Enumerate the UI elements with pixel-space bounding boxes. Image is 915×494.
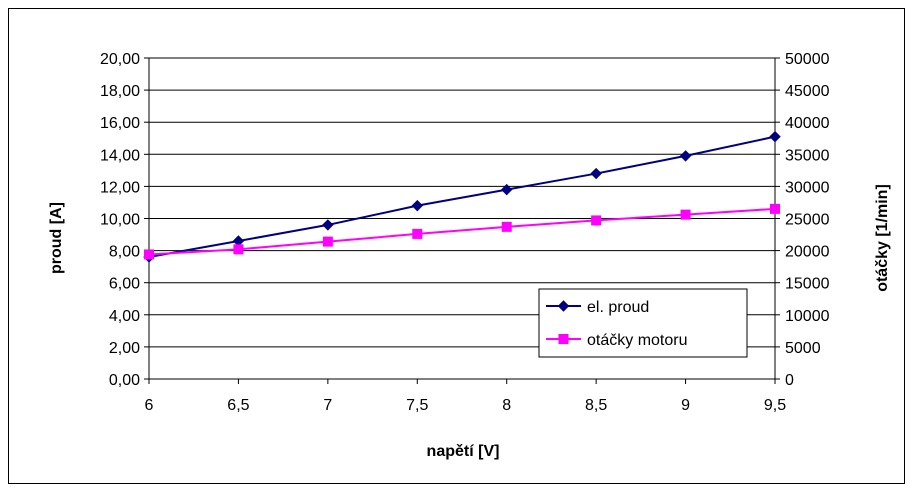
right-tick-label: 15000 (785, 276, 830, 293)
legend-box (538, 288, 748, 358)
chart-frame: 0,00 2,00 4,00 6,00 8,00 10,00 12,00 14,00 16,00… (8, 8, 905, 484)
series-line (148, 135, 776, 259)
series-2 (144, 203, 780, 260)
x-tick-label: 7 (323, 397, 332, 414)
x-tick-label: 8 (502, 397, 511, 414)
left-tick-label: 6,00 (109, 276, 140, 293)
x-tick-label: 7,5 (406, 397, 428, 414)
data-point (770, 203, 780, 214)
legend-swatch-marker (557, 300, 570, 312)
data-point (412, 228, 423, 239)
series-line (148, 207, 776, 256)
x-tick-label: 8,5 (585, 397, 607, 414)
gridlines (149, 57, 775, 348)
right-tick-label: 35000 (785, 147, 830, 164)
right-tick-label: 45000 (785, 83, 830, 100)
data-point (322, 219, 334, 231)
legend-entry: otáčky motoru (546, 332, 687, 349)
data-point (501, 221, 512, 232)
data-point (144, 249, 154, 260)
line-chart: 0,00 2,00 4,00 6,00 8,00 10,00 12,00 14,00 16,00… (48, 51, 891, 460)
right-tick-label: 50000 (785, 51, 830, 68)
left-tick-label: 12,00 (100, 179, 140, 196)
series-layer (143, 130, 781, 263)
series-1 (143, 130, 781, 263)
y-axis-title: proud [A] (48, 202, 65, 274)
right-tick-label: 5000 (785, 340, 821, 357)
data-point (769, 130, 781, 143)
left-tick-label: 2,00 (109, 340, 140, 357)
legend-label: otáčky motoru (587, 332, 687, 349)
x-axis-ticks: 6 6,5 7 7,5 8 8,5 9 9,5 (145, 379, 786, 414)
left-tick-label: 0,00 (109, 372, 140, 389)
x-tick-label: 9 (681, 397, 690, 414)
right-tick-label: 10000 (785, 308, 830, 325)
right-axis-ticks: 0 5000 10000 15000 20000 25000 30000 35000 40000… (775, 51, 830, 389)
left-tick-label: 20,00 (100, 51, 140, 68)
data-point (591, 215, 602, 226)
left-tick-label: 8,00 (109, 244, 140, 261)
data-point (679, 150, 692, 162)
x-tick-label: 6,5 (227, 397, 249, 414)
data-point (322, 236, 333, 247)
left-tick-label: 16,00 (100, 115, 140, 132)
left-axis-ticks: 0,00 2,00 4,00 6,00 8,00 10,00 12,00 14,00 16,00… (100, 51, 149, 389)
x-tick-label: 6 (145, 397, 154, 414)
data-point (680, 209, 691, 220)
x-axis-title: napětí [V] (427, 443, 500, 460)
right-tick-label: 25000 (785, 212, 830, 229)
right-tick-label: 40000 (785, 115, 830, 132)
right-tick-label: 30000 (785, 179, 830, 196)
right-tick-label: 0 (785, 372, 794, 389)
left-tick-label: 10,00 (100, 212, 140, 229)
left-tick-label: 14,00 (100, 147, 140, 164)
legend-swatch-marker (558, 334, 569, 344)
y2-axis-title: otáčky [1/min] (874, 184, 891, 292)
left-tick-label: 4,00 (109, 308, 140, 325)
legend-label: el. proud (587, 299, 649, 316)
left-tick-label: 18,00 (100, 83, 140, 100)
legend: el. proud otáčky motoru (538, 288, 748, 358)
data-point (411, 199, 423, 212)
data-point (233, 244, 244, 255)
x-tick-label: 9,5 (764, 397, 786, 414)
legend-entry: el. proud (546, 299, 649, 316)
data-point (501, 183, 513, 196)
data-point (590, 167, 602, 180)
right-tick-label: 20000 (785, 244, 830, 261)
